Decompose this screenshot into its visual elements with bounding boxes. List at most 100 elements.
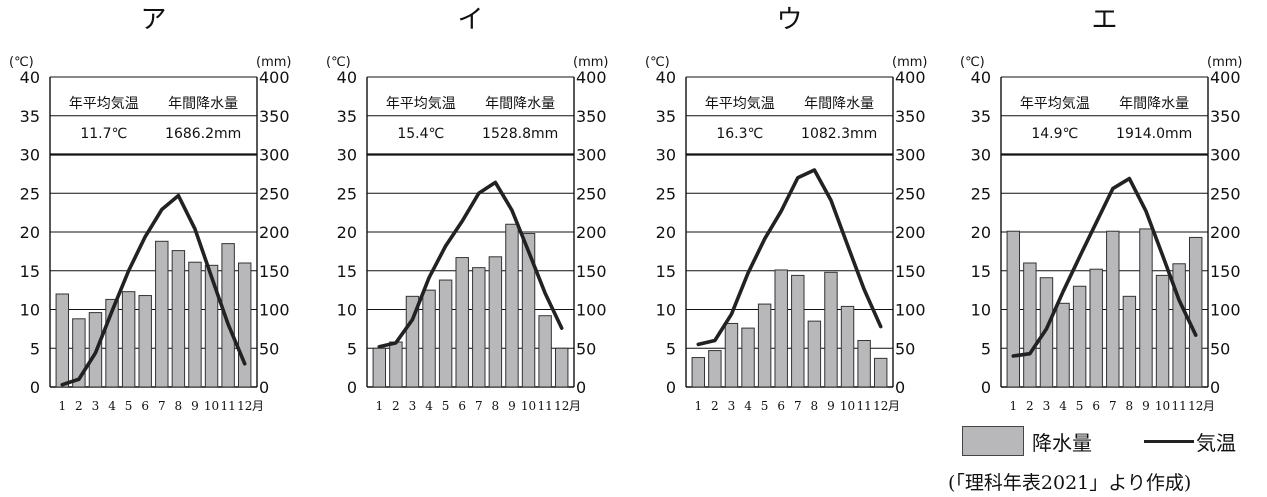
precip-tick-label: 300 <box>576 146 607 165</box>
month-label: 10 <box>521 399 536 413</box>
month-label: 12 <box>873 399 888 413</box>
precip-tick-label: 400 <box>895 68 926 87</box>
chart-title: ア <box>140 5 166 35</box>
month-label: 7 <box>1109 399 1117 413</box>
month-label: 4 <box>425 399 433 413</box>
temperature-line <box>60 193 247 387</box>
temp-tick-label: 15 <box>656 262 676 281</box>
precip-tick-label: 350 <box>576 107 607 126</box>
month-label: 4 <box>1059 399 1067 413</box>
temp-tick-label: 30 <box>20 146 40 165</box>
climate-chart-1: ア(℃) (mm)05101520253035400501001502002503… <box>9 5 291 413</box>
precip-tick-label: 100 <box>259 301 290 320</box>
precip-tick-label: 350 <box>895 107 926 126</box>
precip-bar <box>724 322 739 388</box>
temp-tick-label: 20 <box>20 223 40 242</box>
month-label: 10 <box>204 399 219 413</box>
month-label: 8 <box>811 399 819 413</box>
precip-tick-label: 100 <box>1210 301 1241 320</box>
precip-tick-label: 200 <box>895 223 926 242</box>
annual-precip-header: 年間降水量 <box>485 96 555 112</box>
month-label: 6 <box>458 399 466 413</box>
month-label: 4 <box>108 399 116 413</box>
temp-tick-label: 25 <box>656 184 676 203</box>
precip-bar <box>438 279 453 388</box>
temp-tick-label: 5 <box>981 339 991 358</box>
month-label: 8 <box>175 399 183 413</box>
temp-tick-label: 15 <box>971 262 991 281</box>
month-label: 9 <box>827 399 835 413</box>
precip-bar <box>1056 302 1070 388</box>
month-label: 12 <box>1188 399 1203 413</box>
temp-tick-label: 5 <box>347 339 357 358</box>
month-unit-label: 月 <box>569 399 581 413</box>
month-label: 2 <box>1026 399 1034 413</box>
precip-tick-label: 350 <box>259 107 290 126</box>
precip-bar <box>691 357 706 388</box>
month-label: 11 <box>537 399 552 413</box>
temp-tick-label: 40 <box>656 68 676 87</box>
precip-bar <box>237 262 252 388</box>
month-label: 2 <box>711 399 719 413</box>
month-label: 5 <box>442 399 450 413</box>
right-axis-unit: (mm) <box>573 55 608 70</box>
temp-tick-label: 0 <box>30 378 40 397</box>
month-label: 12 <box>237 399 252 413</box>
left-axis-unit: (℃) <box>326 55 351 70</box>
month-label: 6 <box>1092 399 1100 413</box>
temp-tick-label: 40 <box>20 68 40 87</box>
temp-tick-label: 20 <box>337 223 357 242</box>
precip-bar <box>873 357 888 388</box>
precip-tick-label: 200 <box>259 223 290 242</box>
annual-temp-value: 15.4℃ <box>397 126 444 142</box>
precip-tick-label: 400 <box>576 68 607 87</box>
month-label: 11 <box>220 399 235 413</box>
precip-bar <box>554 347 569 388</box>
precip-tick-label: 400 <box>1210 68 1241 87</box>
precip-bar <box>1023 262 1037 388</box>
temperature-line <box>696 168 883 347</box>
climate-chart-3: ウ(℃) (mm)05101520253035400501001502002503… <box>645 5 927 413</box>
temp-tick-label: 25 <box>971 184 991 203</box>
temp-tick-label: 35 <box>337 107 357 126</box>
precip-tick-label: 50 <box>259 339 279 358</box>
precip-bar <box>405 295 420 388</box>
precip-tick-label: 350 <box>1210 107 1241 126</box>
month-label: 12 <box>554 399 569 413</box>
precip-bar <box>1006 230 1021 388</box>
legend-precipitation-label: 降水量 <box>1032 430 1092 455</box>
precip-bar <box>121 291 136 388</box>
precip-tick-label: 250 <box>895 184 926 203</box>
legend: 降水量 気温 <box>962 424 1236 458</box>
precip-bar <box>204 264 219 388</box>
precip-tick-label: 0 <box>576 378 586 397</box>
annual-temp-value: 16.3℃ <box>716 126 763 142</box>
month-label: 5 <box>125 399 133 413</box>
month-label: 3 <box>409 399 417 413</box>
annual-precip-header: 年間降水量 <box>804 96 874 112</box>
month-label: 4 <box>744 399 752 413</box>
annual-precip-value: 1528.8mm <box>482 126 558 142</box>
month-label: 6 <box>777 399 785 413</box>
temp-tick-label: 0 <box>981 378 991 397</box>
annual-temp-header: 年平均気温 <box>1020 96 1090 112</box>
precip-tick-label: 0 <box>895 378 905 397</box>
legend-temperature-label: 気温 <box>1196 430 1236 455</box>
precip-bar <box>72 318 86 388</box>
precip-tick-label: 250 <box>259 184 290 203</box>
precip-bar <box>1139 228 1153 388</box>
temp-tick-label: 35 <box>656 107 676 126</box>
precip-tick-label: 150 <box>259 262 290 281</box>
precip-bar <box>824 271 838 388</box>
temp-tick-label: 15 <box>20 262 40 281</box>
month-unit-label: 月 <box>1203 399 1215 413</box>
chart-title: イ <box>457 5 483 35</box>
precip-tick-label: 400 <box>259 68 290 87</box>
legend-temperature-line <box>1144 439 1194 443</box>
temp-tick-label: 0 <box>666 378 676 397</box>
temp-tick-label: 0 <box>347 378 357 397</box>
precip-bar <box>708 350 722 388</box>
temp-tick-label: 5 <box>30 339 40 358</box>
month-label: 5 <box>761 399 769 413</box>
annual-temp-header: 年平均気温 <box>705 96 775 112</box>
